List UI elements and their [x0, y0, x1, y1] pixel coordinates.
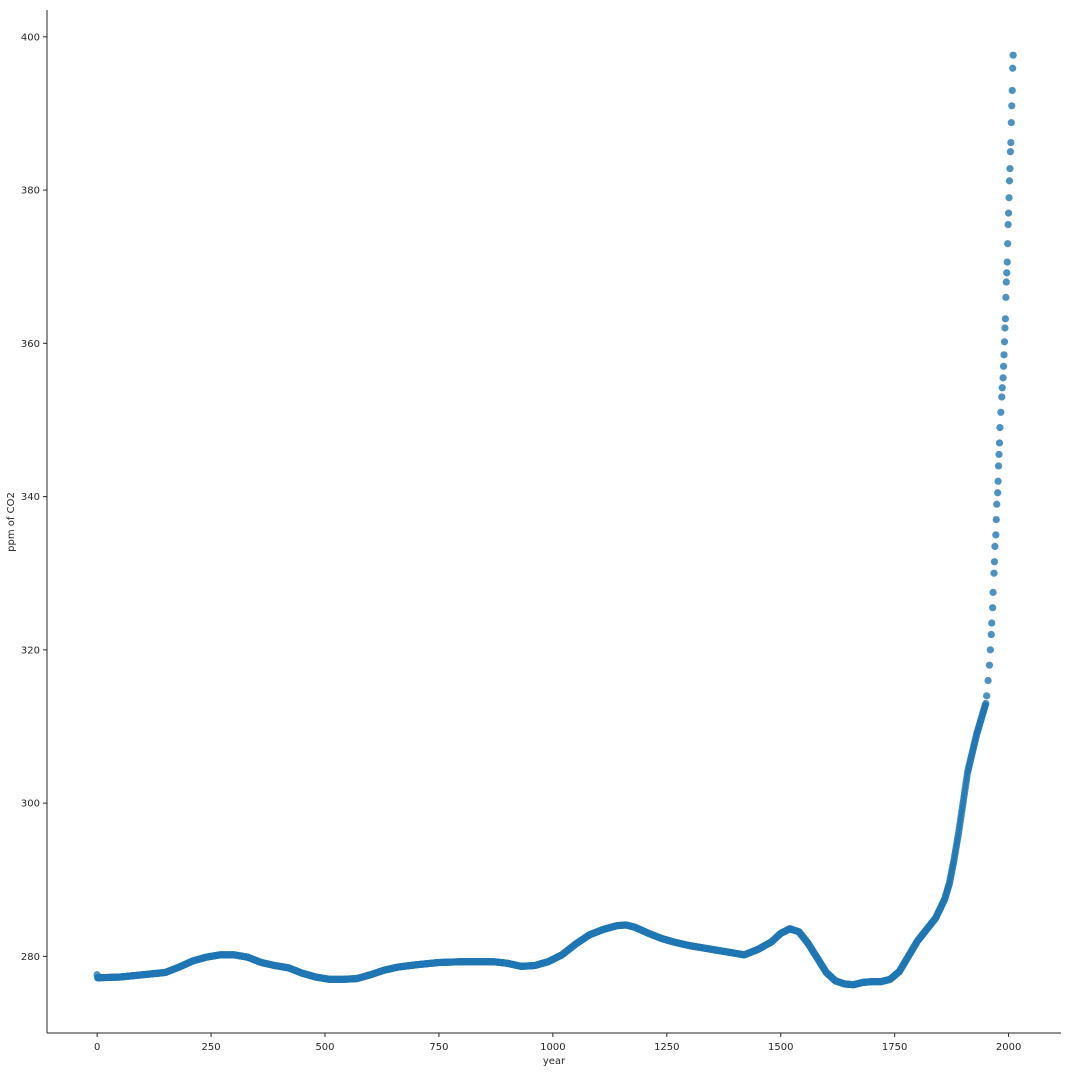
- y-tick-label: 360: [21, 339, 40, 350]
- x-tick-label: 1250: [654, 1042, 679, 1053]
- x-tick-label: 500: [315, 1042, 334, 1053]
- data-point: [994, 477, 1002, 485]
- data-point: [994, 462, 1003, 470]
- data-point: [990, 569, 998, 577]
- y-tick-label: 320: [21, 645, 40, 656]
- data-points: [93, 51, 1017, 989]
- data-point: [997, 408, 1005, 416]
- y-tick-label: 340: [21, 492, 40, 503]
- data-point: [984, 676, 992, 685]
- data-point: [990, 558, 999, 566]
- data-point: [1009, 51, 1017, 59]
- y-axis-label: ppm of CO2: [6, 492, 17, 552]
- data-point: [986, 646, 994, 654]
- data-point: [1001, 324, 1009, 332]
- data-point: [1009, 64, 1017, 72]
- x-tick-label: 0: [94, 1042, 100, 1053]
- data-point: [996, 424, 1004, 432]
- data-point: [1004, 220, 1012, 229]
- y-tick-label: 400: [21, 32, 40, 43]
- x-tick-label: 2000: [996, 1042, 1021, 1053]
- data-point: [994, 489, 1002, 497]
- data-point: [988, 619, 996, 627]
- data-point: [998, 384, 1006, 392]
- data-point: [993, 500, 1001, 508]
- y-tick-label: 380: [21, 186, 40, 197]
- data-point: [999, 374, 1007, 382]
- data-point: [1002, 278, 1010, 286]
- data-point: [983, 692, 991, 700]
- data-point: [1007, 138, 1015, 147]
- x-tick-label: 250: [202, 1042, 221, 1053]
- data-point: [1003, 269, 1011, 277]
- data-point: [995, 450, 1003, 459]
- data-point: [989, 604, 997, 612]
- data-point: [985, 661, 994, 669]
- data-point: [992, 531, 1000, 539]
- y-axis-ticks: 280 300 320 340 360 380 400: [21, 32, 47, 963]
- data-point: [1002, 293, 1010, 301]
- data-point: [1008, 86, 1016, 95]
- x-tick-label: 1750: [882, 1042, 907, 1053]
- data-point: [1007, 119, 1015, 127]
- data-point: [998, 393, 1006, 401]
- data-point: [992, 515, 1000, 524]
- y-tick-label: 280: [21, 952, 40, 963]
- data-point: [1000, 351, 1008, 359]
- data-point: [1001, 315, 1010, 323]
- x-tick-label: 1500: [768, 1042, 793, 1053]
- x-axis-label: year: [543, 1056, 566, 1067]
- data-point: [1004, 209, 1013, 217]
- data-point: [1005, 177, 1014, 185]
- x-axis-ticks: 0 250 500 750 1000 1250 1500 1750 2000: [94, 1033, 1021, 1053]
- data-point: [1004, 240, 1012, 248]
- data-point: [1003, 258, 1011, 266]
- y-tick-label: 300: [21, 799, 40, 810]
- data-point: [991, 542, 999, 551]
- data-point: [995, 439, 1004, 447]
- data-point: [999, 362, 1008, 370]
- data-point: [1000, 338, 1009, 346]
- data-point: [982, 699, 990, 708]
- data-point: [1008, 102, 1016, 110]
- data-point: [1006, 165, 1014, 173]
- data-point: [1006, 148, 1015, 156]
- data-point: [989, 588, 997, 596]
- x-tick-label: 750: [429, 1042, 448, 1053]
- x-tick-label: 1000: [540, 1042, 565, 1053]
- data-point: [987, 630, 995, 639]
- data-point: [1005, 194, 1013, 202]
